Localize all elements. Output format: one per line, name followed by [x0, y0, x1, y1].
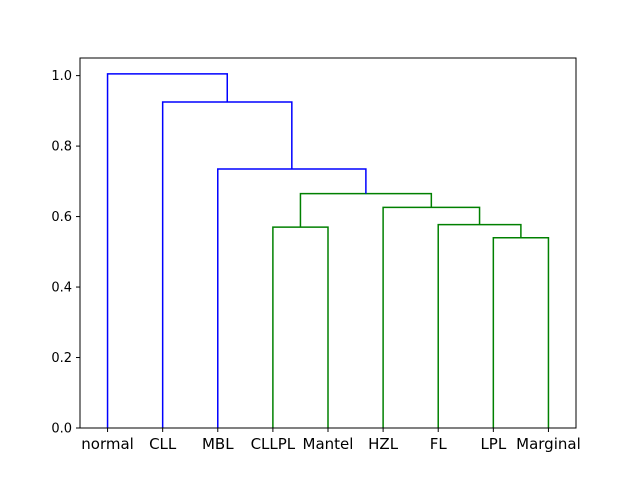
y-tick-label: 0.6	[51, 210, 72, 225]
y-tick-label: 1.0	[51, 69, 72, 84]
link-m2	[437, 223, 522, 428]
leaf-label: CLL	[149, 435, 177, 453]
leaf-label: FL	[430, 435, 448, 453]
link-m8	[106, 73, 228, 428]
link-m4	[272, 226, 329, 428]
leaf-label: HZL	[368, 435, 399, 453]
y-tick-label: 0.2	[51, 351, 72, 366]
y-axis: 0.0 0.2 0.4 0.6 0.8 1.0	[51, 69, 80, 437]
y-tick-label: 0.4	[51, 281, 72, 296]
dendrogram-branches	[106, 73, 550, 428]
leaf-label: MBL	[202, 435, 234, 453]
leaf-label: normal	[81, 435, 134, 453]
link-m7	[161, 101, 293, 428]
y-tick-label: 0.0	[51, 422, 72, 437]
leaf-label: CLLPL	[251, 435, 296, 453]
leaf-label: Mantel	[303, 435, 354, 453]
link-m1	[492, 236, 550, 428]
link-m5	[299, 192, 433, 228]
leaf-label: Marginal	[516, 435, 581, 453]
leaf-label: LPL	[480, 435, 506, 453]
y-tick-label: 0.8	[51, 140, 72, 155]
link-m6	[217, 168, 367, 428]
x-axis: normal CLL MBL CLLPL Mantel HZL FL LPL Marginal	[81, 428, 581, 453]
link-m3	[382, 206, 481, 428]
